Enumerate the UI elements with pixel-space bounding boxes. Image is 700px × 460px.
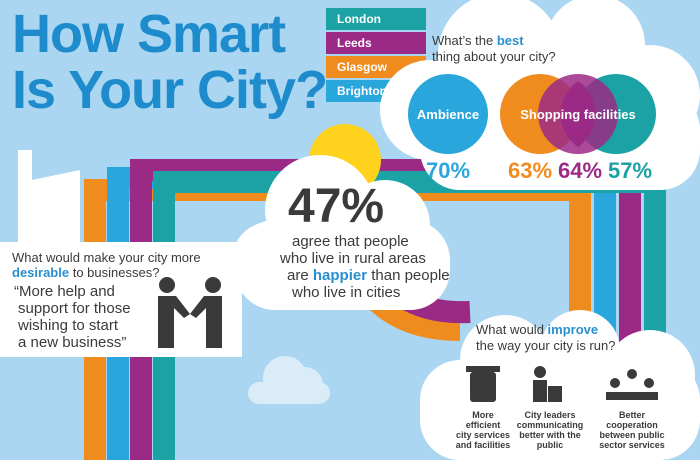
venn-circle (538, 74, 618, 154)
percentage: 63% (508, 158, 552, 183)
icons (466, 366, 658, 402)
venn-label: Ambience (417, 107, 479, 122)
legend-label: Brighton (337, 84, 387, 98)
improve-item: sector services (599, 440, 665, 450)
cloud (232, 155, 450, 310)
improve-item: efficient (466, 420, 501, 430)
improve-item: between public (599, 430, 664, 440)
improve-item: City leaders (524, 410, 575, 420)
desirable-answer: “More help and support for those wishing… (14, 283, 135, 351)
improve-item: better with the (519, 430, 581, 440)
percentage: 64% (558, 158, 602, 183)
bin-icon (466, 366, 500, 372)
percentage: 70% (426, 158, 470, 183)
venn-label: Shopping facilities (520, 107, 636, 122)
improve-item: city services (456, 430, 510, 440)
rural-stat: 47% (288, 180, 384, 233)
bin-icon (470, 372, 496, 402)
desirable-question: What would make your city more desirable… (12, 250, 204, 280)
speaker-icon (548, 386, 562, 402)
legend-label: Glasgow (337, 60, 388, 74)
table-icon (606, 392, 658, 400)
legend-label: London (337, 12, 381, 26)
small-cloud (248, 356, 330, 404)
cloud (420, 310, 700, 460)
rural-text: agree that people who live in rural area… (279, 233, 454, 301)
speaker-icon (534, 366, 546, 378)
improve-item: Better (619, 410, 646, 420)
improve-question: What would improve the way your city is … (476, 322, 615, 353)
improve-item: More (472, 410, 494, 420)
best-question: What’s the best thing about your city? (432, 33, 556, 64)
title-line: Is Your City? (12, 60, 327, 120)
legend-label: Leeds (337, 36, 372, 50)
speaker-icon (533, 380, 547, 402)
percentage: 57% (608, 158, 652, 183)
title-line: How Smart (12, 4, 286, 64)
legend-swatch (326, 32, 426, 54)
improve-item: cooperation (606, 420, 658, 430)
handshake-icon (158, 277, 222, 348)
improve-item: communicating (517, 420, 584, 430)
improve-item: public (537, 440, 564, 450)
improve-item: and facilities (456, 440, 511, 450)
venn-circle (408, 74, 488, 154)
legend-swatch (326, 8, 426, 30)
